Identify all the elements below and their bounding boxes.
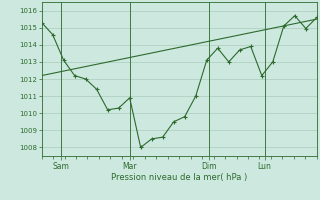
X-axis label: Pression niveau de la mer( hPa ): Pression niveau de la mer( hPa ) xyxy=(111,173,247,182)
